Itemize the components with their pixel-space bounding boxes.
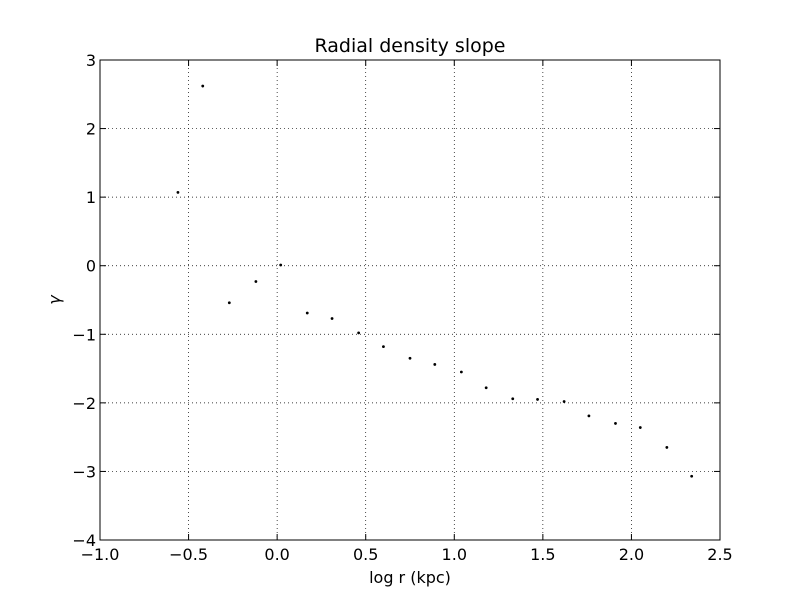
data-point	[484, 386, 488, 390]
chart-title: Radial density slope	[315, 35, 506, 57]
data-point	[305, 311, 309, 315]
data-point	[587, 414, 591, 418]
data-point	[254, 280, 258, 283]
data-point	[382, 345, 385, 349]
y-tick-label: −3	[72, 462, 96, 481]
y-tick-label: −1	[72, 325, 96, 344]
data-point	[357, 331, 361, 335]
data-point	[330, 317, 334, 320]
grid	[99, 59, 721, 541]
data-point	[536, 398, 539, 401]
y-tick-label: −2	[72, 394, 96, 413]
y-tick-label: 2	[86, 120, 96, 139]
axis-ticks	[99, 59, 721, 541]
data-point	[562, 400, 566, 403]
x-tick-label: −0.5	[169, 545, 208, 564]
x-tick-label: 0.0	[264, 545, 289, 564]
data-point	[690, 474, 694, 478]
data-point	[638, 426, 642, 429]
data-point	[279, 263, 283, 267]
x-tick-label: 1.5	[530, 545, 555, 564]
plot-frame	[99, 59, 721, 541]
x-tick-label: 1.0	[442, 545, 467, 564]
x-axis-label: log r (kpc)	[369, 568, 451, 587]
data-point	[511, 397, 515, 401]
data-point	[176, 190, 180, 194]
data-point	[665, 446, 669, 449]
y-tick-label: 1	[86, 188, 96, 207]
data-points	[176, 84, 694, 478]
y-tick-label: 0	[86, 257, 96, 276]
data-point	[227, 301, 231, 305]
data-point	[614, 422, 617, 425]
data-point	[408, 356, 412, 360]
x-tick-label: −1.0	[81, 545, 120, 564]
data-point	[201, 84, 205, 88]
tick-labels: −1.0 −0.5 0.0 0.5 1.0 1.5 2.0 2.5 −4 −3 −2 −1 0 1 2 3	[72, 51, 732, 564]
y-tick-label: −4	[72, 531, 96, 550]
y-axis-label: γ	[45, 294, 64, 305]
x-tick-label: 2.0	[619, 545, 644, 564]
data-point	[433, 363, 437, 366]
x-tick-label: 0.5	[353, 545, 378, 564]
data-point	[459, 370, 463, 374]
y-tick-label: 3	[86, 51, 96, 70]
x-tick-label: 2.5	[707, 545, 732, 564]
